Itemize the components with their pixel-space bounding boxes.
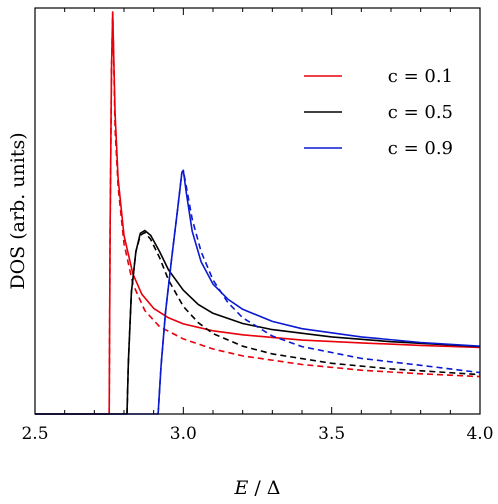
- legend-label: c = 0.5: [388, 102, 453, 123]
- x-tick-label: 4.0: [466, 424, 493, 444]
- series-line-2: [35, 229, 481, 415]
- x-tick-labels: 2.5 3.0 3.5 4.0: [21, 424, 493, 444]
- plot-lines: [35, 11, 481, 415]
- series-line-4: [35, 169, 481, 415]
- x-tick-label: 3.0: [170, 424, 197, 444]
- series-line-1: [108, 11, 481, 415]
- x-tick-label: 2.5: [21, 424, 48, 444]
- legend-label: c = 0.9: [388, 138, 453, 159]
- x-axis-label: E / Δ: [233, 477, 280, 499]
- x-axis-label-rest: / Δ: [248, 477, 280, 499]
- y-axis-label: DOS (arb. units): [7, 132, 29, 289]
- x-axis-label-var: E: [233, 477, 248, 499]
- series-line-5: [157, 169, 481, 415]
- axis-ticks: [34, 8, 481, 414]
- legend: c = 0.1 c = 0.5 c = 0.9: [304, 66, 453, 159]
- plot-frame: [34, 7, 481, 415]
- x-tick-label: 3.5: [318, 424, 345, 444]
- legend-label: c = 0.1: [388, 66, 453, 87]
- series-line-3: [126, 231, 481, 415]
